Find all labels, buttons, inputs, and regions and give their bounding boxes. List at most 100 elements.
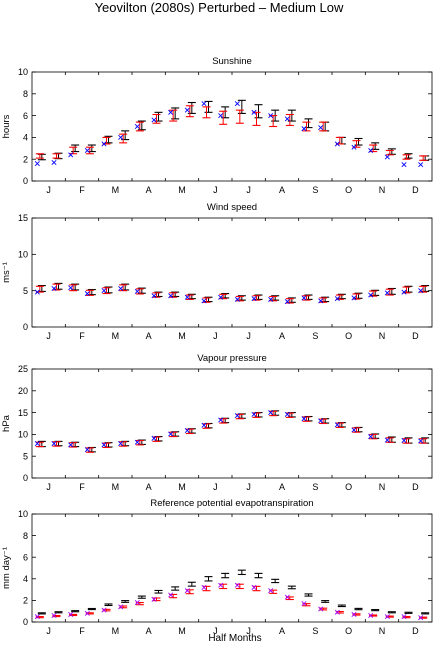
marker-stroke	[251, 109, 257, 115]
marker-stroke	[234, 296, 240, 302]
x-tick-label: F	[79, 185, 85, 195]
y-tick-label: 15	[18, 213, 28, 223]
data-point	[51, 441, 57, 447]
x-tick-label: J	[46, 626, 51, 636]
y-axis-label: ms⁻¹	[1, 262, 12, 283]
marker-stroke	[401, 162, 407, 168]
data-point	[384, 154, 390, 160]
data-point	[168, 592, 174, 598]
x-tick-label: D	[412, 482, 419, 492]
chart-title: Vapour pressure	[197, 353, 267, 364]
y-tick-label: 0	[23, 473, 28, 483]
plot-frame	[31, 368, 433, 479]
data-point	[334, 422, 340, 428]
plot-frame	[31, 513, 433, 623]
data-point	[351, 144, 357, 150]
marker-stroke	[68, 152, 74, 158]
x-tick-label: S	[312, 331, 318, 341]
x-tick-label: M	[178, 331, 186, 341]
data-point	[34, 614, 40, 620]
series-1	[37, 282, 430, 303]
marker-stroke	[84, 291, 90, 297]
data-point	[201, 101, 207, 107]
x-tick-label: O	[345, 626, 352, 636]
marker-stroke	[368, 613, 374, 619]
chart-panel-3: Vapour pressure hPa 0 5 10 15 20 25 J F M A M J J A S O N D	[1, 353, 433, 492]
data-point	[384, 437, 390, 443]
data-point	[268, 296, 274, 302]
data-point	[218, 113, 224, 119]
chart-panel-1: Sunshine hours 0 2 4 6 8 10 J F M A M J J A S O N D	[1, 56, 433, 195]
y-axis-label: hours	[1, 114, 12, 138]
data-point	[318, 298, 324, 304]
x-tick-label: S	[312, 185, 318, 195]
marker-stroke	[151, 596, 157, 602]
x-tick-label: M	[112, 185, 120, 195]
x-tick-label: J	[213, 185, 218, 195]
marker-stroke	[184, 427, 190, 433]
y-tick-label: 0	[23, 176, 28, 186]
marker-stroke	[101, 141, 107, 147]
x-tick-label: N	[379, 626, 386, 636]
x-tick-label: N	[379, 482, 386, 492]
marker-stroke	[301, 416, 307, 422]
data-point	[418, 162, 424, 168]
x-tick-label: O	[345, 482, 352, 492]
x-tick-label: M	[178, 626, 186, 636]
data-point	[418, 438, 424, 444]
y-tick-label: 2	[23, 596, 28, 606]
marker-stroke	[51, 441, 57, 447]
data-point	[351, 427, 357, 433]
marker-stroke	[201, 584, 207, 590]
data-point	[51, 285, 57, 292]
y-tick-label: 15	[18, 408, 28, 418]
marker-stroke	[351, 427, 357, 433]
data-point	[118, 134, 124, 140]
y-tick-label: 8	[23, 531, 28, 541]
marker-stroke	[68, 285, 74, 291]
data-point	[301, 416, 307, 422]
marker-stroke	[34, 289, 40, 295]
marker-stroke	[418, 615, 424, 621]
data-point	[251, 296, 257, 302]
marker-stroke	[84, 147, 90, 153]
data-point	[201, 422, 207, 428]
marker-stroke	[268, 296, 274, 302]
series-2	[35, 283, 428, 304]
marker-stroke	[218, 294, 224, 300]
x-tick-label: S	[312, 626, 318, 636]
data-point	[318, 606, 324, 612]
marker-stroke	[351, 611, 357, 617]
marker-stroke	[251, 296, 257, 302]
marker-stroke	[168, 431, 174, 437]
marker-stroke	[151, 435, 157, 441]
marker-stroke	[234, 101, 240, 107]
marker-stroke	[334, 422, 340, 428]
marker-stroke	[368, 292, 374, 298]
marker-stroke	[168, 293, 174, 299]
y-tick-label: 10	[18, 430, 28, 440]
marker-stroke	[101, 442, 107, 448]
x-tick-label: M	[112, 626, 120, 636]
marker-stroke	[268, 113, 274, 119]
marker-stroke	[284, 411, 290, 417]
marker-stroke	[384, 154, 390, 160]
marker-stroke	[218, 113, 224, 119]
data-point	[34, 161, 40, 167]
data-point	[318, 418, 324, 424]
marker-stroke	[68, 442, 74, 448]
x-tick-label: J	[213, 482, 218, 492]
data-point	[268, 113, 274, 119]
marker-stroke	[234, 582, 240, 588]
data-point	[184, 294, 190, 300]
data-point	[184, 588, 190, 594]
data-point	[68, 611, 74, 617]
x-tick-label: A	[279, 331, 285, 341]
series-3	[34, 410, 424, 453]
series-3	[34, 101, 424, 168]
data-point	[84, 610, 90, 616]
x-tick-label: F	[79, 482, 85, 492]
x-tick-label: O	[345, 185, 352, 195]
marker-stroke	[101, 288, 107, 294]
